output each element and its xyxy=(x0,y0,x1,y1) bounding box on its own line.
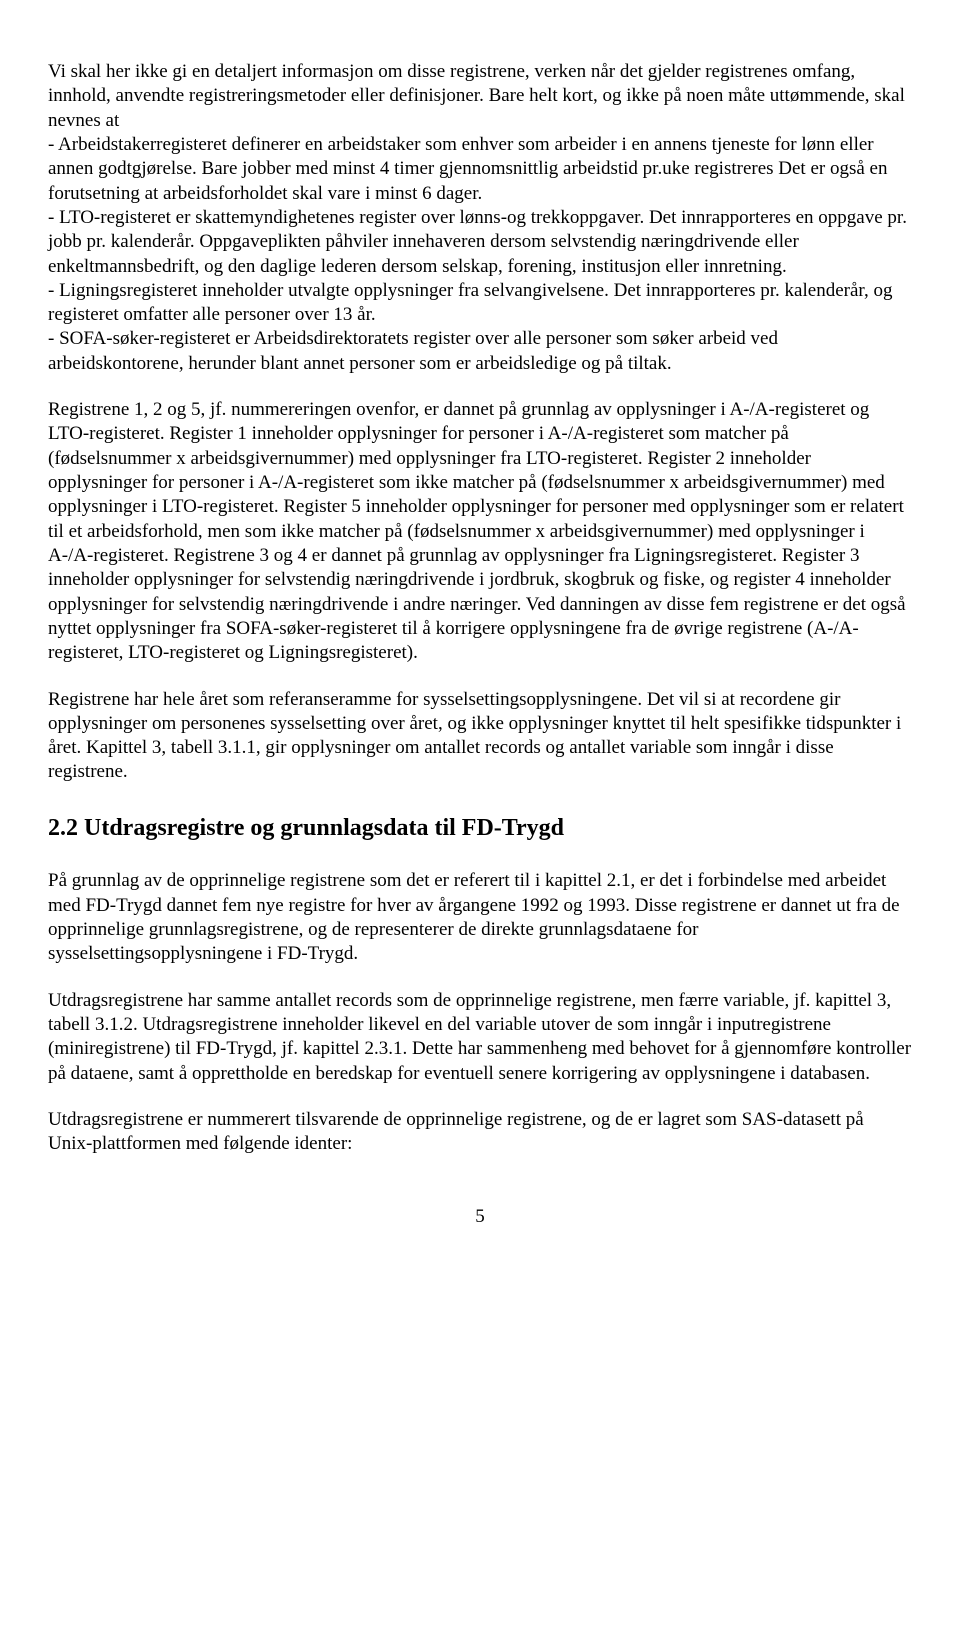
utdrag-records-paragraph: Utdragsregistrene har samme antallet rec… xyxy=(48,989,912,1086)
reference-frame-paragraph: Registrene har hele året som referansera… xyxy=(48,688,912,785)
intro-paragraph: Vi skal her ikke gi en detaljert informa… xyxy=(48,60,912,376)
section-heading-2-2: 2.2 Utdragsregistre og grunnlagsdata til… xyxy=(48,813,912,844)
bullet-lto: - LTO-registeret er skattemyndighetenes … xyxy=(48,207,907,277)
page-number: 5 xyxy=(48,1205,912,1229)
bullet-ligning: - Ligningsregisteret inneholder utvalgte… xyxy=(48,280,892,325)
utdrag-intro-paragraph: På grunnlag av de opprinnelige registren… xyxy=(48,869,912,966)
register-description-paragraph: Registrene 1, 2 og 5, jf. nummereringen … xyxy=(48,398,912,665)
bullet-arbeidstaker: - Arbeidstakerregisteret definerer en ar… xyxy=(48,134,887,204)
bullet-sofa: - SOFA-søker-registeret er Arbeidsdirekt… xyxy=(48,328,778,373)
para-text: Vi skal her ikke gi en detaljert informa… xyxy=(48,61,905,131)
utdrag-numbering-paragraph: Utdragsregistrene er nummerert tilsvaren… xyxy=(48,1108,912,1157)
